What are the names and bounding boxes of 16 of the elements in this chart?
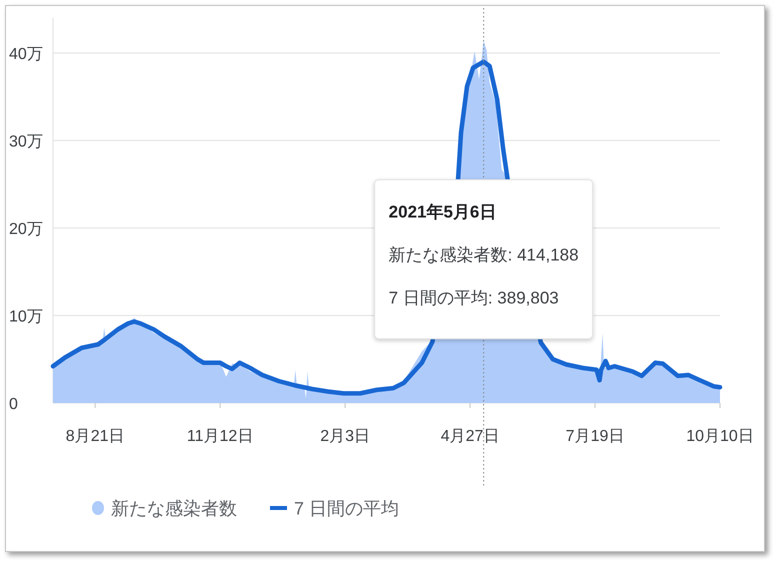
x-tick-label: 2月3日	[320, 428, 370, 445]
x-tick-label: 11月12日	[186, 428, 254, 445]
annotation: 新たな感染者数: 414,188	[388, 246, 579, 265]
annotation: 7 日間の平均: 389,803	[388, 288, 559, 308]
legend-label: 新たな感染者数	[111, 498, 237, 518]
y-tick-label: 10万	[9, 308, 43, 326]
x-tick-label: 8月21日	[66, 428, 124, 445]
y-tick-label: 0	[9, 396, 18, 413]
x-tick-label: 10月10日	[686, 428, 754, 445]
x-tick-label: 7月19日	[566, 428, 624, 445]
y-tick-label: 40万	[9, 46, 43, 63]
legend-label: 7 日間の平均	[294, 498, 400, 518]
annotation: 2021年5月6日	[388, 202, 496, 222]
y-tick-label: 20万	[9, 221, 43, 238]
y-tick-label: 30万	[9, 134, 43, 150]
x-tick-label: 4月27日	[440, 428, 500, 445]
